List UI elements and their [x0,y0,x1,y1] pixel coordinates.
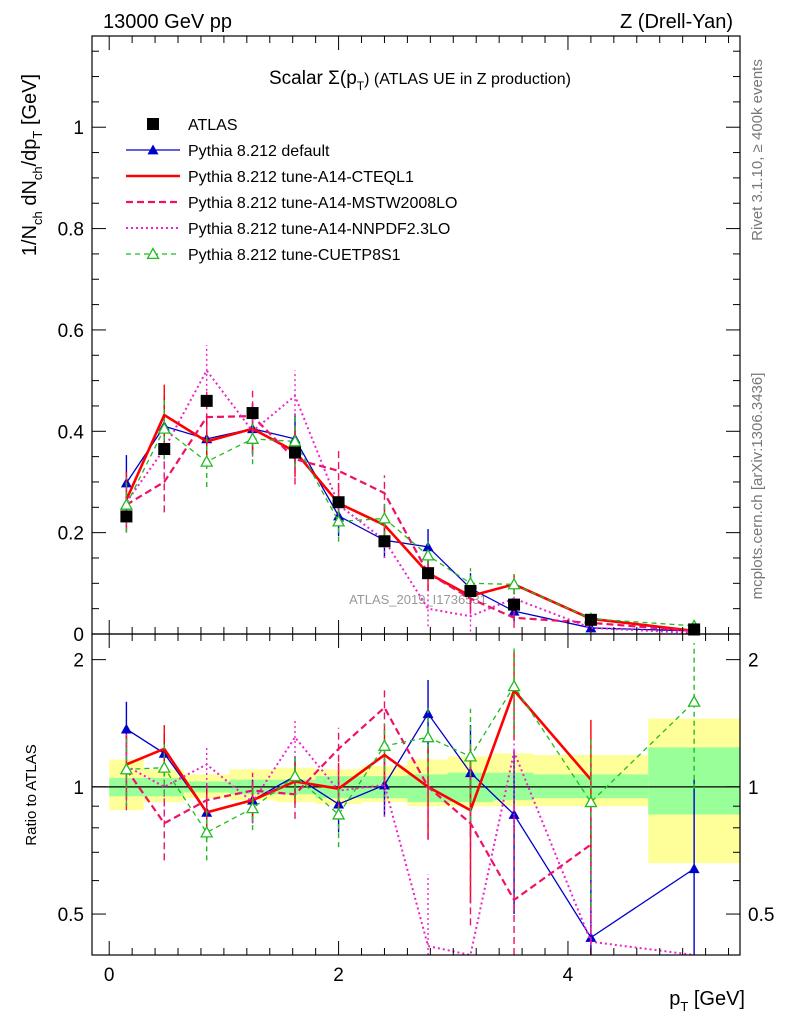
ratio-y-tick-label: 0.5 [58,905,84,926]
data-point [200,454,214,467]
data-point [158,443,171,456]
y-tick-label: 0.2 [58,524,84,545]
ratio-y-tick-label-right: 1 [748,778,759,799]
data-point [687,694,701,707]
data-point [377,739,392,751]
data-point [288,434,302,447]
ratio-frame [91,633,741,956]
mcplots-label: mcplots.cern.ch [arXiv:1306.3436] [749,373,766,600]
legend-label-a14_nnpdf: Pythia 8.212 tune-A14-NNPDF2.3LO [188,221,450,238]
data-point [422,567,435,580]
data-point [157,421,171,434]
series-group [119,345,701,957]
process-label: Z (Drell-Yan) [620,11,733,33]
x-tick-label: 4 [563,965,574,986]
data-point [146,247,160,260]
data-point [584,795,598,808]
energy-label: 13000 GeV pp [103,11,232,33]
series-line [125,414,695,633]
y-tick-label: 0.8 [58,220,84,241]
legend: ATLAS Pythia 8.212 default Pythia 8.212 tu… [126,117,457,264]
data-point [120,510,133,523]
series-atlas-main [120,394,701,636]
data-point [147,118,159,130]
series-line [126,685,695,834]
data-point [377,511,392,524]
data-point [331,807,346,820]
series-line [125,368,695,634]
data-point [147,144,159,155]
y-tick-label: 0 [73,625,84,646]
series-cuetp8s1-ratio [119,642,701,907]
data-point [119,497,134,510]
data-point [585,932,597,942]
series-line [125,735,695,957]
x-tick-label: 0 [104,965,115,986]
main-ylabel: 1/Nch dNch/dpT [GeV] [19,74,45,256]
data-point [507,679,521,692]
watermark: ATLAS_2019_I1736531 [349,592,487,607]
y-tick-label: 0.6 [58,321,84,342]
data-point [157,760,171,773]
rivet-label: Rivet 3.1.10, ≥ 400k events [749,59,766,241]
data-point [463,749,478,762]
series-a14_nnpdf-main [125,345,695,634]
data-point [584,613,597,626]
ratio-y-tick-label: 2 [73,651,84,672]
ratio-y-tick-label-right: 2 [748,651,759,672]
data-point [688,623,701,636]
xlabel: pT [GeV] [669,988,745,1014]
legend-label-a14_mstw: Pythia 8.212 tune-A14-MSTW2008LO [188,195,457,212]
data-point [464,584,477,597]
data-point [688,863,700,874]
ratio-y-tick-label-right: 0.5 [748,905,774,926]
ratio-bands [92,718,740,864]
ratio-y-tick-label: 1 [73,778,84,799]
data-point [245,432,260,444]
main-title: Scalar Σ(pT) (ATLAS UE in Z production) [269,68,571,93]
data-point [421,730,435,743]
data-point [378,535,391,548]
legend-label-cuetp8s1: Pythia 8.212 tune-CUETP8S1 [188,247,401,264]
y-tick-label: 0.4 [58,422,85,443]
series-a14_nnpdf-ratio [125,699,695,957]
series-line [126,712,695,939]
data-point [245,801,260,814]
data-point [288,769,302,782]
data-point [289,446,302,459]
data-point [507,577,521,590]
y-tick-label: 1 [73,118,84,139]
data-point [331,514,346,527]
data-point [120,723,132,734]
legend-label-default: Pythia 8.212 default [188,143,330,160]
series-line [125,427,695,627]
title-sub: T [357,79,365,93]
data-point [422,541,434,552]
axes-group: 0 0.2 0.4 0.6 0.8 1 0 2 4 0.5 0.5 1 1 2 2 [58,35,774,986]
data-point [200,825,214,838]
title-prefix: Scalar Σ(p [269,68,357,89]
series-line [125,705,592,902]
title-suffix: ) (ATLAS UE in Z production) [364,71,571,88]
watermark-group: ATLAS_2019_I1736531 [349,592,487,607]
legend-label-a14_cteql1: Pythia 8.212 tune-A14-CTEQL1 [188,169,414,186]
data-point [332,496,345,509]
series-a14_mstw-ratio [125,687,592,955]
data-point [119,762,134,775]
data-point [246,407,259,420]
x-tick-label: 2 [333,965,344,986]
legend-label-atlas: ATLAS [188,117,238,134]
ratio-ylabel: Ratio to ATLAS [23,744,40,845]
data-point [200,394,213,407]
data-point [421,548,435,561]
data-point [508,598,521,611]
series-default-ratio [120,680,700,955]
